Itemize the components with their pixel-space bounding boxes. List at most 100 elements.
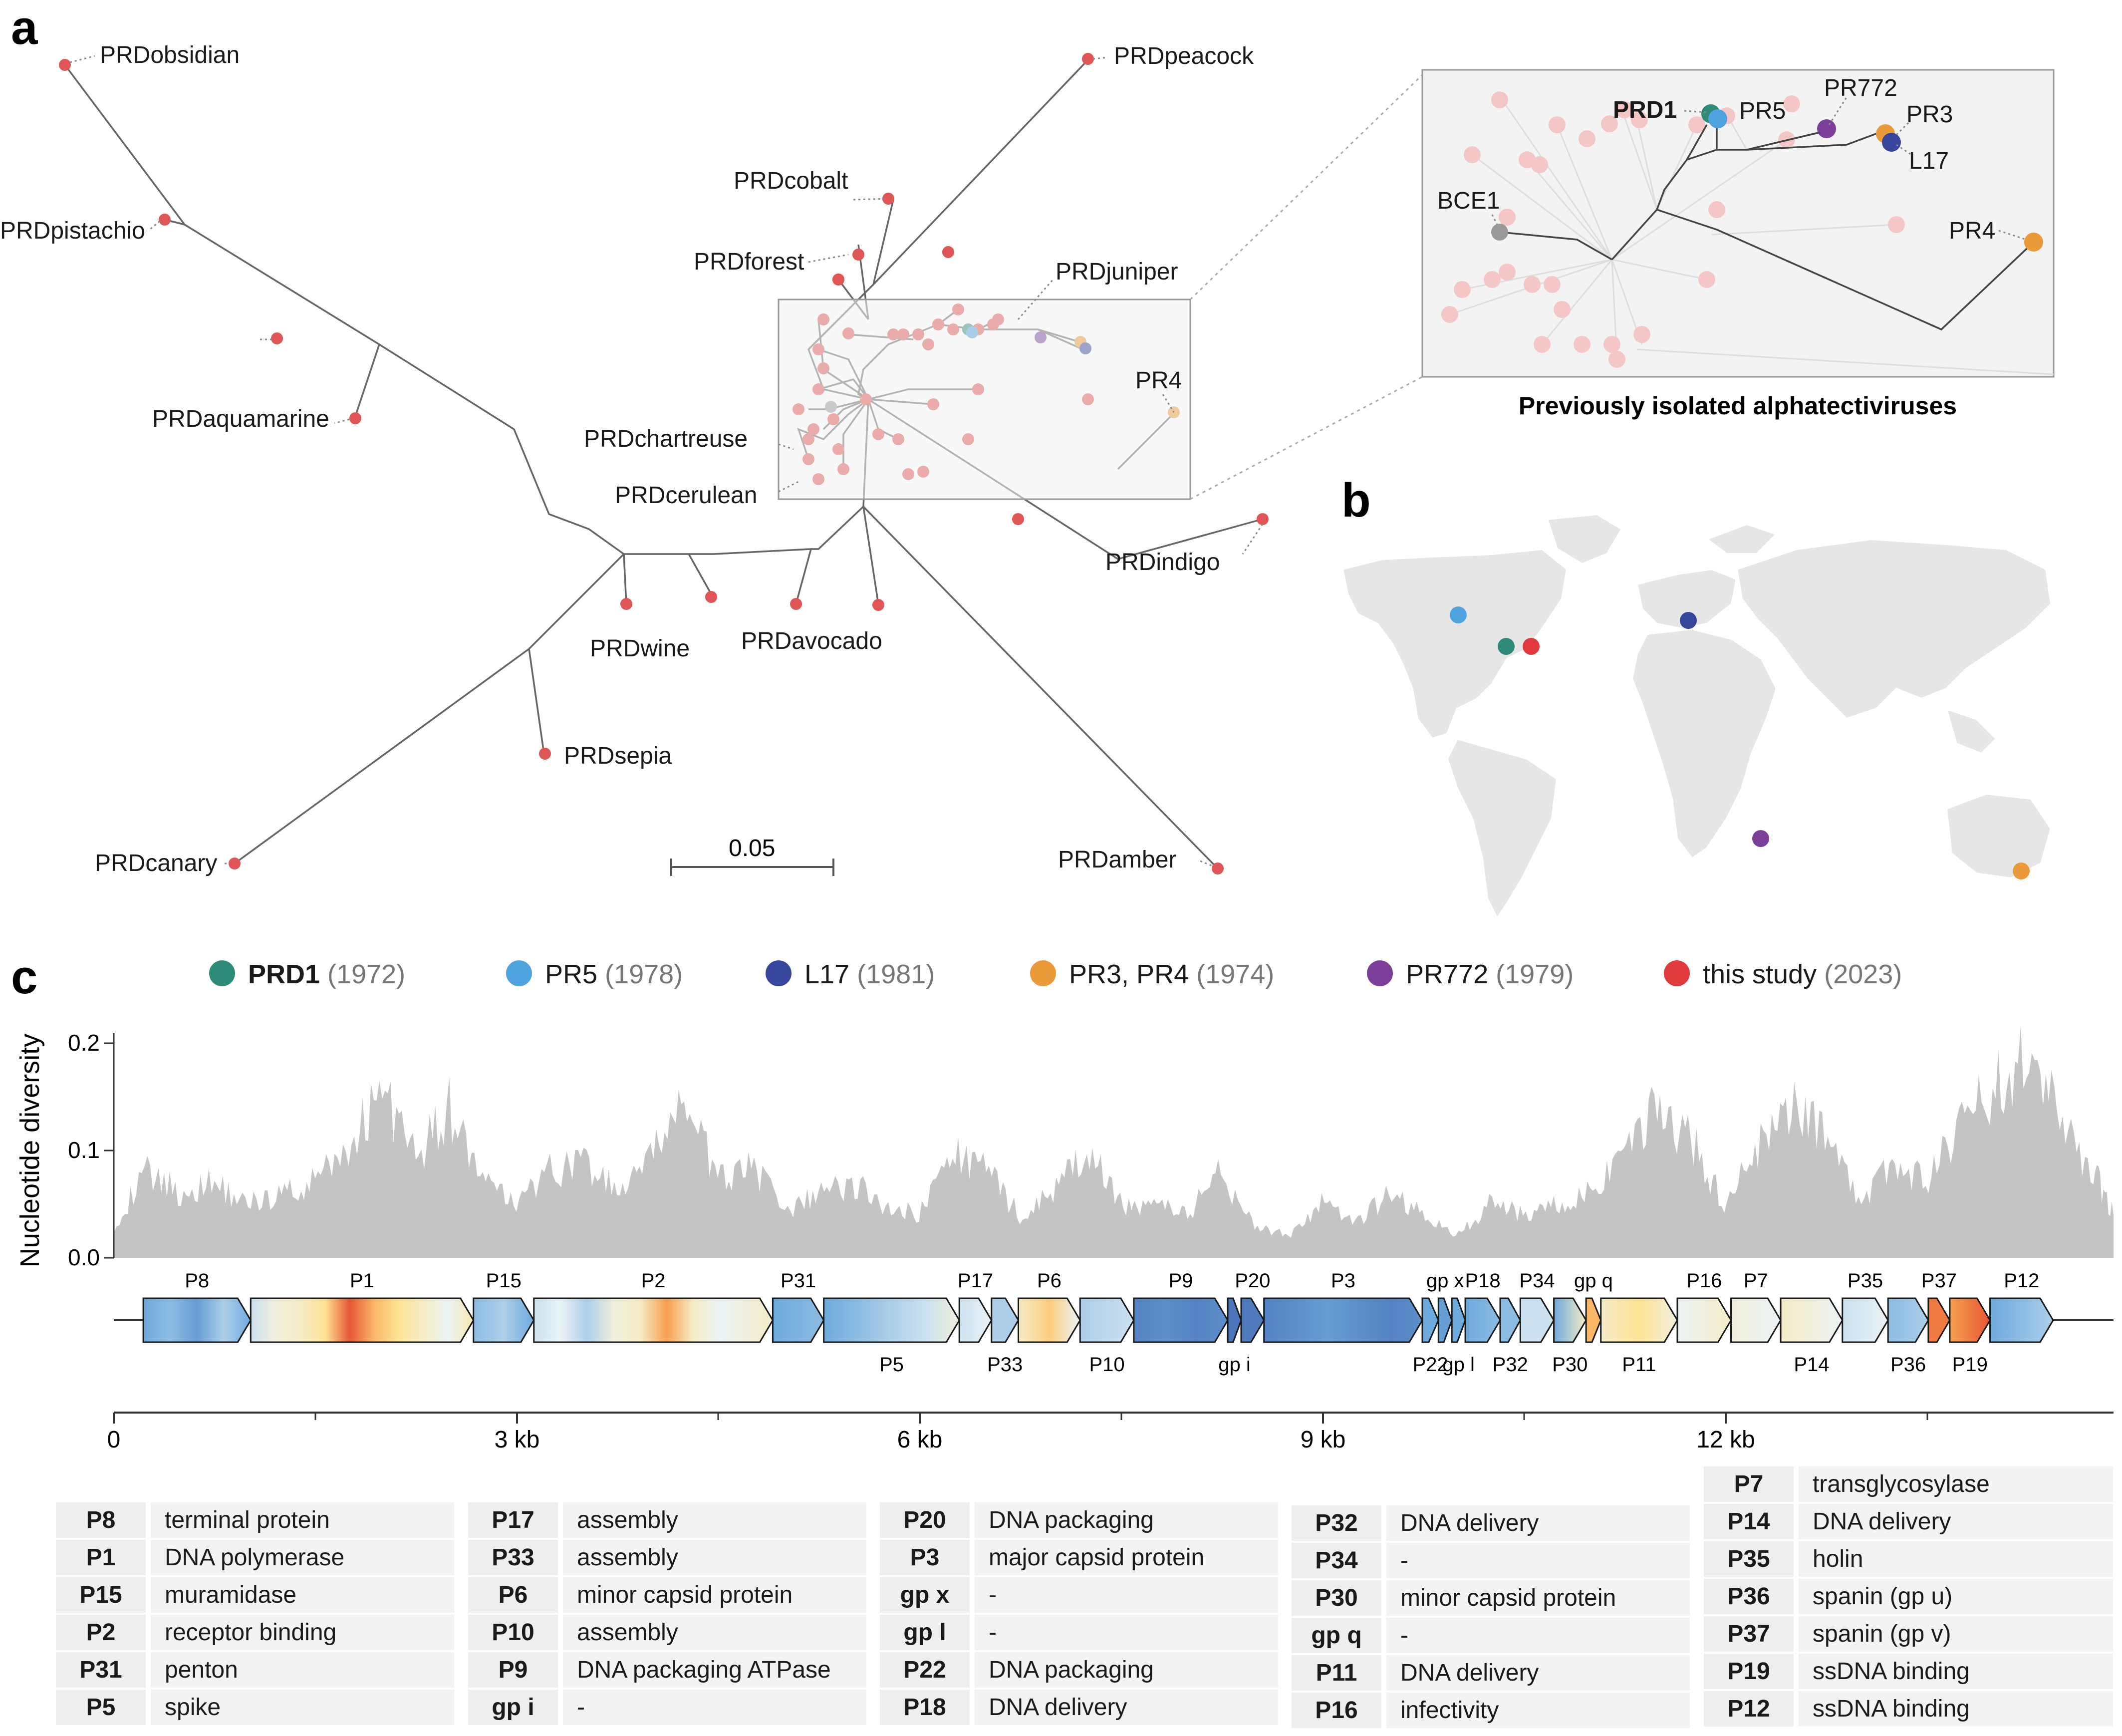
gene-arrow: [1464, 1297, 1501, 1343]
gene-arrow: [1227, 1297, 1242, 1343]
diversity-chart: 0.0 0.1 0.2 Nucleotide diversity: [15, 1026, 2114, 1270]
leaf-label: PRDpistachio: [0, 218, 145, 244]
gene-label: P8: [185, 1270, 209, 1292]
map-dot-pr3-pr4: [2013, 863, 2030, 879]
legend-entry: L17 (1981): [804, 959, 935, 989]
inset-panel: PRD1 PR5 PR772 PR3 L17 BCE1 PR4 Previous…: [1421, 69, 2055, 420]
gene-label: P11: [1622, 1354, 1656, 1376]
legend-swatch: [1367, 960, 1393, 986]
panel-label-b: b: [1341, 474, 1371, 527]
gene-label: P35: [1848, 1270, 1883, 1292]
protein-table-3: P20 DNA packaging P3 major capsid protein …: [880, 1502, 1278, 1727]
tree-label-leaders: [69, 55, 1264, 867]
legend-swatch: [1664, 960, 1690, 986]
gene-arrow: [473, 1297, 535, 1343]
table-row: gp x-: [880, 1576, 1278, 1615]
gene-arrow: [1949, 1297, 1991, 1343]
table-row: P7 transglycosylase: [1704, 1466, 2113, 1504]
leaf-label: PRDaquamarine: [152, 406, 329, 432]
zoom-box: [778, 298, 1191, 500]
table-row: gp l-: [880, 1614, 1278, 1652]
protein-table-5: P7 transglycosylase P14 DNA delivery P35 ho…: [1704, 1466, 2113, 1729]
protein-table-2: P17 assembly P33 assembly P6 minor capsid p…: [468, 1502, 866, 1727]
gene-label: P17: [958, 1270, 993, 1292]
gene-arrow: [533, 1297, 774, 1343]
scale-bar-label: 0.05: [729, 835, 775, 862]
map-location-dots: [1450, 606, 2030, 879]
gene-label: P33: [987, 1354, 1023, 1376]
gene-label: P37: [1921, 1270, 1957, 1292]
gene-arrow: [1079, 1297, 1135, 1343]
gene-arrow: [991, 1297, 1020, 1343]
tree-labels: PRDobsidian PRDpistachio PRDaquamarine P…: [0, 42, 1254, 876]
table-row: P17 assembly: [468, 1502, 866, 1540]
table-row: P22 DNA packaging: [880, 1651, 1278, 1690]
inset-dot-pr4: [2024, 233, 2043, 252]
gene-arrow: [1437, 1297, 1453, 1343]
gene-arrow: [1519, 1297, 1555, 1343]
gene-label: P31: [781, 1270, 816, 1292]
y-tick-label: 0.1: [68, 1137, 100, 1163]
gene-arrow: [1421, 1297, 1439, 1343]
legend-entry: this study (2023): [1703, 959, 1902, 989]
table-row: P15 muramidase: [56, 1576, 454, 1615]
table-row: P18 DNA delivery: [880, 1689, 1278, 1727]
legend-swatch: [506, 960, 532, 986]
table-row: P1 DNA polymerase: [56, 1539, 454, 1577]
inset-label-pr3: PR3: [1906, 101, 1953, 128]
gene-arrow: [250, 1297, 475, 1343]
inset-dot-bce1: [1491, 224, 1508, 241]
y-tick-label: 0.0: [68, 1244, 100, 1270]
map-dot-pr5: [1450, 606, 1467, 623]
zoom-connectors: [1189, 74, 1423, 500]
gene-label: P1: [350, 1270, 374, 1292]
gene-label: P10: [1089, 1354, 1124, 1376]
table-row: P9 DNA packaging ATPase: [468, 1651, 866, 1690]
x-tick-label: 9 kb: [1301, 1427, 1346, 1453]
inset-label-l17: L17: [1909, 148, 1949, 174]
table-row: P20 DNA packaging: [880, 1502, 1278, 1540]
gene-arrow: [1018, 1297, 1081, 1343]
panel-label-a: a: [11, 1, 38, 54]
gene-arrow: [1133, 1297, 1229, 1343]
inset-dot-l17: [1882, 133, 1901, 152]
leaf-label: PRDsepia: [564, 743, 672, 769]
leaf-label: PRDwine: [590, 635, 690, 662]
gene-arrow: [1676, 1297, 1732, 1343]
gene-label: P6: [1037, 1270, 1061, 1292]
gene-arrow: [1499, 1297, 1522, 1343]
gene-label: P19: [1952, 1354, 1988, 1376]
gene-label: P14: [1794, 1354, 1829, 1376]
legend-entry: PR772 (1979): [1406, 959, 1574, 989]
gene-label: gp x: [1426, 1270, 1464, 1292]
world-map: [1341, 513, 2053, 920]
inset-label-pr772: PR772: [1824, 75, 1897, 101]
table-row: P16 infectivity: [1292, 1692, 1690, 1730]
leaf-label: PRDindigo: [1105, 549, 1220, 576]
table-row: P30 minor capsid protein: [1292, 1579, 1690, 1618]
leaf-label: PRDjuniper: [1056, 259, 1178, 285]
gene-arrow: [958, 1297, 993, 1343]
gene-arrow: [1780, 1297, 1844, 1343]
table-row: gp q-: [1292, 1617, 1690, 1655]
table-row: P3 major capsid protein: [880, 1539, 1278, 1577]
map-dot-l17: [1680, 612, 1697, 629]
gene-arrow: [1263, 1297, 1423, 1343]
table-row: P31 penton: [56, 1651, 454, 1690]
gene-label: P18: [1465, 1270, 1500, 1292]
gene-label: P15: [486, 1270, 522, 1292]
table-row: P14 DNA delivery: [1704, 1503, 2113, 1541]
inset-label-bce1: BCE1: [1437, 188, 1500, 214]
gene-label: gp i: [1218, 1354, 1251, 1376]
legend-swatch: [766, 960, 792, 986]
table-row: P2 receptor binding: [56, 1614, 454, 1652]
protein-table-1: P8 terminal protein P1 DNA polymerase P15 m…: [56, 1502, 454, 1727]
gene-arrow: [1887, 1297, 1929, 1343]
gene-label: P5: [879, 1354, 904, 1376]
table-row: P5 spike: [56, 1689, 454, 1727]
gene-arrow: [1585, 1297, 1602, 1343]
table-row: P19 ssDNA binding: [1704, 1653, 2113, 1691]
gene-arrow: [1600, 1297, 1678, 1343]
gene-arrow: [1842, 1297, 1889, 1343]
gene-label: P3: [1331, 1270, 1355, 1292]
